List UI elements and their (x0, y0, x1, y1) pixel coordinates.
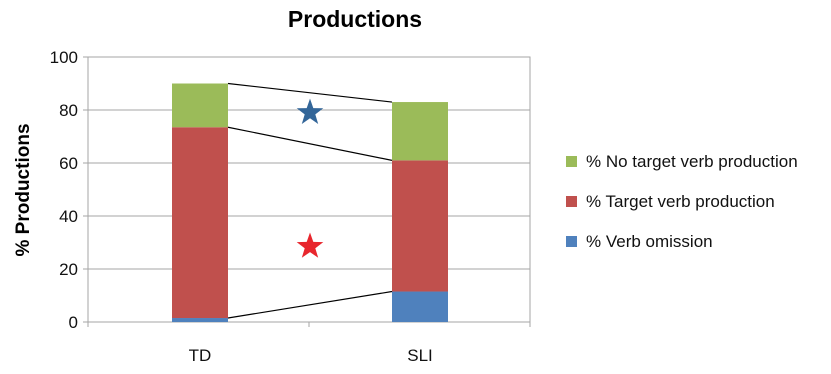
bar-segment-sli-1 (392, 160, 448, 292)
bar-segment-td-2 (172, 83, 228, 128)
bar-segment-sli-0 (392, 291, 448, 322)
star-annotation-2 (296, 232, 324, 258)
bar-segment-td-0 (172, 318, 228, 322)
bar-segment-td-1 (172, 127, 228, 319)
star-annotation-1 (296, 98, 324, 124)
plot-area: 0 20 40 60 80 100 TD SLI (50, 48, 531, 365)
connector-line (227, 82, 393, 103)
legend-swatch (566, 196, 577, 207)
y-axis-label: % Productions (13, 123, 34, 256)
y-tick-label: 60 (59, 154, 78, 173)
y-tick-label: 20 (59, 260, 78, 279)
connector-line (227, 290, 393, 319)
y-tick-label: 0 (69, 313, 78, 332)
legend-swatch (566, 156, 577, 167)
x-tick-label: SLI (407, 346, 433, 365)
connector-line (227, 126, 393, 161)
legend-item-label: % No target verb production (586, 152, 798, 171)
legend: % No target verb production % Target verb… (566, 152, 798, 251)
legend-item-label: % Verb omission (586, 232, 713, 251)
y-tick-label: 80 (59, 101, 78, 120)
y-tick-label: 40 (59, 207, 78, 226)
legend-swatch (566, 236, 577, 247)
plot-border (87, 56, 531, 323)
y-tick-label: 100 (50, 48, 78, 67)
bar-segment-sli-2 (392, 102, 448, 161)
chart-title: Productions (288, 6, 422, 32)
x-tick-label: TD (189, 346, 212, 365)
legend-item-label: % Target verb production (586, 192, 775, 211)
